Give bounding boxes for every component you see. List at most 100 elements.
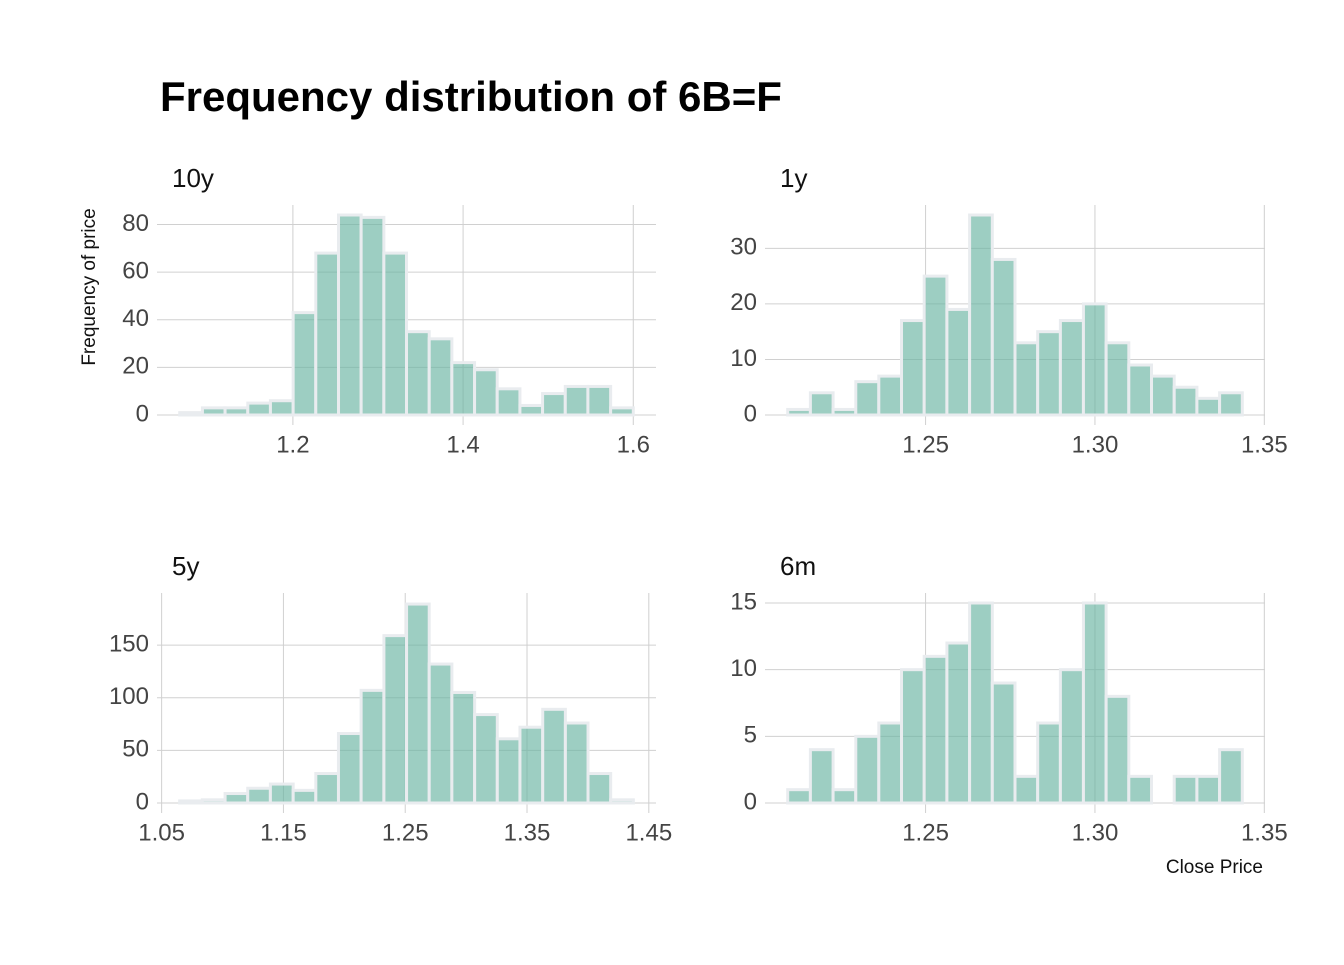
- x-tick-label: 1.15: [260, 819, 307, 846]
- bar: [495, 737, 522, 805]
- x-tick-label: 1.2: [276, 431, 309, 458]
- bar: [786, 788, 812, 805]
- y-tick-label: 15: [730, 588, 757, 615]
- bar: [586, 772, 613, 805]
- panel-title: 1y: [780, 163, 807, 193]
- bar: [541, 707, 567, 805]
- x-tick-label: 1.35: [504, 819, 551, 846]
- bar: [1036, 330, 1062, 417]
- bar: [382, 634, 409, 805]
- bar: [405, 330, 431, 417]
- bar: [900, 668, 926, 805]
- x-tick-label: 1.35: [1241, 431, 1288, 458]
- bar: [337, 213, 363, 417]
- bar: [877, 374, 904, 417]
- y-tick-label: 10: [730, 345, 757, 372]
- bar: [495, 387, 522, 417]
- bar: [382, 251, 408, 417]
- bar: [1127, 774, 1154, 805]
- bar: [1150, 374, 1176, 417]
- bar: [900, 319, 926, 417]
- bar: [1104, 694, 1131, 805]
- bar: [246, 786, 272, 805]
- bar: [990, 257, 1017, 417]
- bar: [246, 401, 272, 417]
- bar: [1127, 363, 1154, 417]
- y-tick-label: 0: [136, 400, 149, 427]
- bar: [786, 407, 812, 417]
- y-tick-label: 100: [109, 683, 149, 710]
- y-tick-label: 20: [730, 289, 757, 316]
- bar: [541, 392, 567, 417]
- y-axis-label: Frequency of price: [79, 208, 100, 365]
- bar: [427, 337, 454, 417]
- bar: [1172, 774, 1199, 805]
- bar: [314, 251, 341, 417]
- bar: [178, 411, 204, 417]
- bar: [831, 788, 858, 805]
- bar: [518, 403, 545, 417]
- bar: [922, 654, 949, 805]
- bar: [268, 399, 295, 417]
- bar: [1104, 341, 1131, 417]
- bar: [405, 602, 431, 805]
- bar: [563, 384, 590, 417]
- bar: [1058, 319, 1085, 417]
- y-tick-label: 0: [744, 400, 757, 427]
- bar: [854, 380, 881, 417]
- bar: [968, 601, 994, 805]
- x-axis-label: Close Price: [1166, 857, 1263, 878]
- bar: [223, 792, 250, 805]
- panel-title: 5y: [172, 551, 199, 581]
- bar: [1081, 601, 1108, 805]
- x-tick-label: 1.25: [902, 431, 949, 458]
- bar: [609, 406, 635, 417]
- bar: [990, 681, 1017, 805]
- x-tick-label: 1.25: [382, 819, 429, 846]
- y-tick-label: 20: [122, 353, 149, 380]
- x-tick-label: 1.30: [1072, 431, 1119, 458]
- chart-title: Frequency distribution of 6B=F: [160, 73, 782, 120]
- bar: [945, 641, 972, 805]
- bar: [854, 734, 881, 805]
- x-tick-label: 1.30: [1072, 819, 1119, 846]
- x-tick-label: 1.35: [1241, 819, 1288, 846]
- bar: [1218, 748, 1244, 805]
- bar: [1058, 668, 1085, 805]
- bar: [1013, 774, 1040, 805]
- bar: [473, 368, 499, 417]
- bar: [1218, 391, 1244, 417]
- y-tick-label: 50: [122, 736, 149, 763]
- bar: [473, 713, 499, 805]
- panel-title: 10y: [172, 163, 214, 193]
- y-tick-label: 30: [730, 234, 757, 261]
- bar: [563, 721, 590, 805]
- bar: [314, 772, 340, 805]
- y-tick-label: 0: [136, 788, 149, 815]
- bar: [359, 688, 386, 805]
- bar: [291, 788, 318, 805]
- x-tick-label: 1.05: [138, 819, 185, 846]
- y-tick-label: 5: [744, 722, 757, 749]
- y-tick-label: 150: [109, 630, 149, 657]
- bar: [450, 690, 477, 805]
- x-tick-label: 1.4: [446, 431, 479, 458]
- bar: [223, 406, 250, 417]
- bar: [1081, 302, 1108, 417]
- bar: [291, 311, 318, 417]
- bar: [178, 799, 204, 805]
- bar: [359, 215, 386, 417]
- bar: [268, 782, 295, 805]
- panel-title: 6m: [780, 551, 816, 581]
- y-tick-label: 80: [122, 210, 149, 237]
- bar: [808, 391, 835, 417]
- x-tick-label: 1.45: [625, 819, 672, 846]
- bar: [1195, 774, 1222, 805]
- bar: [1172, 385, 1199, 417]
- bar: [1195, 396, 1222, 417]
- y-tick-label: 10: [730, 655, 757, 682]
- bar: [945, 307, 972, 417]
- bar: [1036, 721, 1062, 805]
- bar: [609, 798, 635, 805]
